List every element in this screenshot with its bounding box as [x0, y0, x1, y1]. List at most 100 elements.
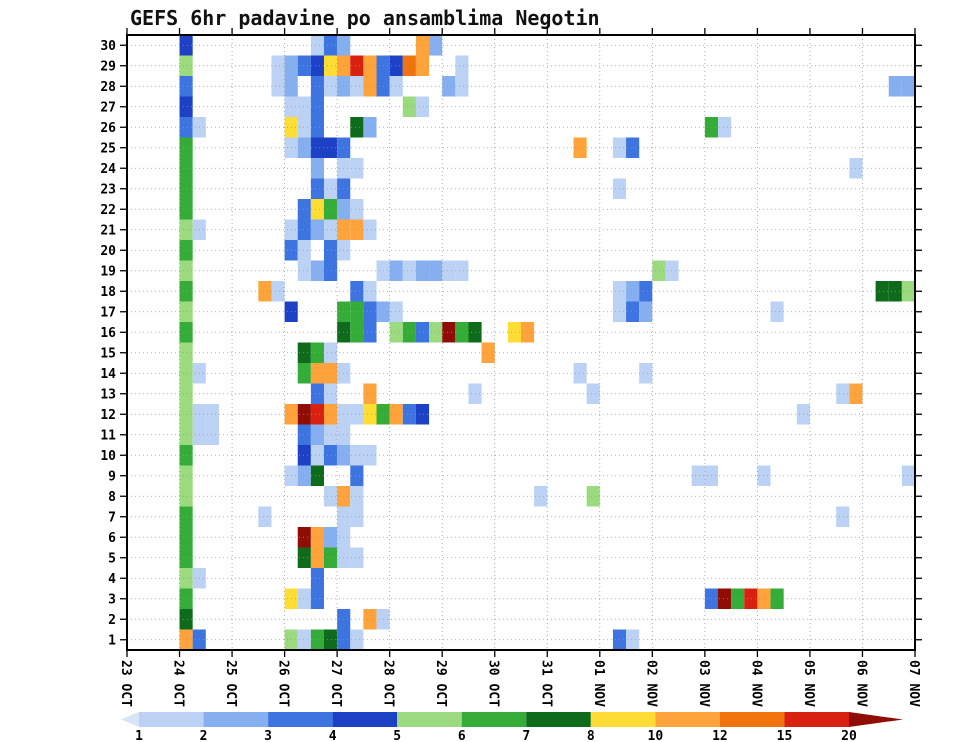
heatmap-cell [324, 35, 338, 56]
y-tick-label: 9 [108, 469, 116, 484]
y-tick-label: 21 [100, 223, 116, 238]
x-tick-label: 05 NOV [801, 660, 816, 707]
colorbar-tick-label: 8 [587, 729, 595, 742]
heatmap-cell [350, 404, 364, 425]
x-tick-label: 07 NOV [906, 660, 921, 707]
heatmap-cell [415, 55, 430, 76]
y-tick-label: 1 [108, 633, 116, 648]
colorbar-tick-label: 5 [393, 729, 401, 742]
heatmap-cell [310, 588, 324, 609]
heatmap-cell [297, 629, 311, 650]
heatmap-cell [179, 96, 193, 117]
heatmap-cell [179, 35, 193, 56]
colorbar-segment [655, 712, 720, 727]
heatmap-cell [310, 76, 324, 97]
chart-title: GEFS 6hr padavine po ansamblima Negotin [130, 6, 600, 30]
y-tick-label: 8 [108, 490, 116, 505]
heatmap-cell [324, 363, 338, 384]
heatmap-cell [350, 117, 364, 138]
heatmap-cell [665, 260, 679, 281]
heatmap-cell [363, 301, 377, 322]
heatmap-cell [179, 240, 193, 261]
heatmap-cell [875, 281, 889, 302]
x-tick-label: 30 OCT [486, 660, 501, 707]
heatmap-cell [901, 281, 915, 302]
heatmap-cell [310, 199, 324, 220]
heatmap-cell [324, 445, 338, 466]
heatmap-cell [534, 486, 548, 507]
y-tick-label: 27 [100, 100, 116, 115]
plot-frame [126, 34, 916, 651]
heatmap-cell [639, 363, 653, 384]
colorbar-arrow-right [849, 712, 903, 727]
heatmap-cell [297, 342, 311, 363]
colorbar-segment [590, 712, 656, 727]
heatmap-cell [297, 260, 311, 281]
y-tick-label: 28 [100, 80, 116, 95]
colorbar-arrow-left [121, 712, 139, 727]
heatmap-cell [901, 465, 915, 486]
colorbar-segment [397, 712, 462, 727]
x-tick-label: 29 OCT [433, 660, 448, 707]
heatmap-cell [626, 301, 640, 322]
heatmap-cell [297, 404, 311, 425]
heatmap-cell [350, 629, 364, 650]
heatmap-cell [179, 55, 193, 76]
heatmap-cell [324, 178, 338, 199]
heatmap-cell [442, 322, 456, 343]
heatmap-cell [324, 137, 338, 158]
heatmap-cell [389, 260, 403, 281]
colorbar-segment [139, 712, 204, 727]
heatmap-cell [402, 55, 416, 76]
heatmap-cell [297, 547, 311, 568]
heatmap-cell [179, 322, 193, 343]
y-tick-label: 2 [108, 613, 116, 628]
heatmap-cell [179, 588, 193, 609]
heatmap-cell [205, 404, 219, 425]
heatmap-cell [350, 486, 364, 507]
heatmap-cell [310, 383, 324, 404]
heatmap-cell [324, 55, 338, 76]
heatmap-cell [324, 219, 338, 240]
heatmap-cell [297, 240, 311, 261]
heatmap-cell [297, 117, 311, 138]
heatmap-cell [310, 137, 324, 158]
heatmap-cell [324, 404, 338, 425]
heatmap-cell [297, 527, 311, 548]
heatmap-cell [310, 568, 324, 589]
y-tick-label: 17 [100, 305, 116, 320]
heatmap-cell [310, 219, 324, 240]
heatmap-cell [363, 281, 377, 302]
heatmap-cell [389, 55, 403, 76]
heatmap-cell [350, 301, 364, 322]
heatmap-cell [297, 588, 311, 609]
heatmap-cell [718, 588, 732, 609]
heatmap-cell [481, 342, 495, 363]
heatmap-cell [363, 117, 377, 138]
colorbar-tick-label: 15 [777, 729, 793, 742]
colorbar-tick-label: 6 [458, 729, 466, 742]
heatmap-cell [310, 629, 324, 650]
heatmap-cell [350, 322, 364, 343]
heatmap-cell [455, 55, 469, 76]
heatmap-cell [179, 629, 193, 650]
colorbar-tick-label: 1 [135, 729, 143, 742]
x-tick-label: 25 OCT [223, 660, 238, 707]
heatmap-cell [179, 383, 193, 404]
heatmap-cell [179, 260, 193, 281]
heatmap-cell [179, 76, 193, 97]
heatmap-cell [415, 322, 430, 343]
heatmap-cell [652, 260, 666, 281]
heatmap-cell [350, 199, 364, 220]
heatmap-cell [179, 404, 193, 425]
y-tick-label: 10 [100, 449, 116, 464]
heatmap-cell [455, 322, 469, 343]
heatmap-cell [350, 445, 364, 466]
heatmap-cell [297, 199, 311, 220]
heatmap-cell [442, 260, 456, 281]
y-tick-label: 3 [108, 592, 116, 607]
colorbar-tick-label: 20 [841, 729, 857, 742]
heatmap-cell [350, 55, 364, 76]
heatmap-cell [310, 424, 324, 445]
heatmap-cell [586, 486, 600, 507]
